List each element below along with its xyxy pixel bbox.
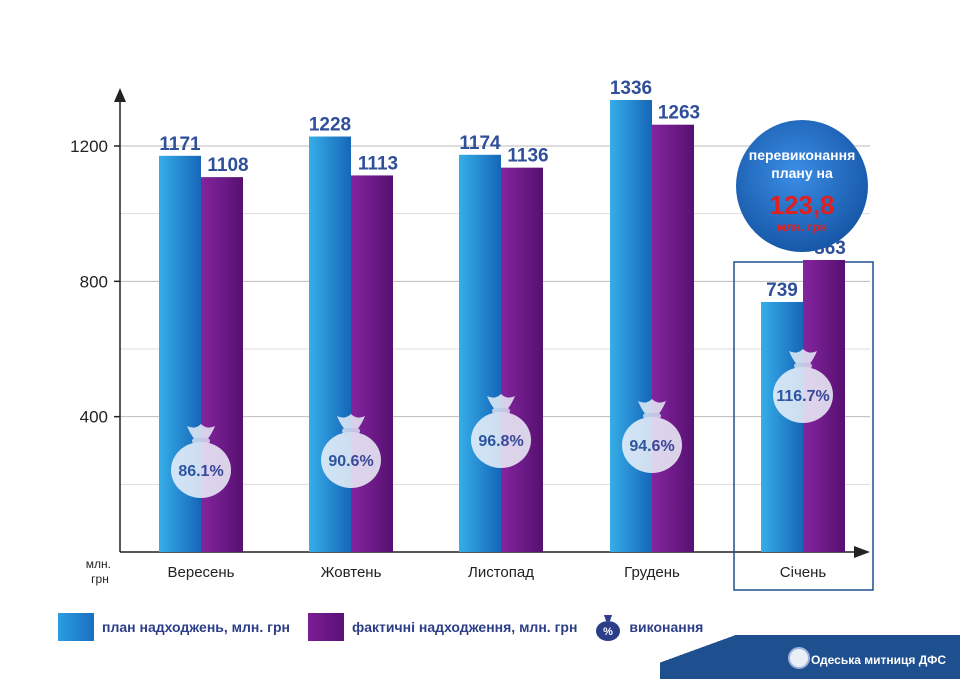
ytick-label-800: 800 bbox=[80, 272, 108, 291]
bag-top bbox=[487, 394, 515, 410]
emblem-icon bbox=[788, 647, 810, 669]
money-bag-icon: 96.8% bbox=[471, 394, 531, 468]
legend-pct-symbol: % bbox=[604, 626, 614, 638]
category-label-0: Вересень bbox=[168, 564, 235, 581]
money-bag-icon: 94.6% bbox=[622, 399, 682, 473]
bag-body bbox=[321, 432, 381, 488]
legend-swatch-fact bbox=[308, 613, 344, 641]
value-label-plan-0: 1171 bbox=[159, 134, 201, 155]
category-label-2: Листопад bbox=[468, 564, 534, 581]
y-unit-label: млн. грн bbox=[86, 557, 115, 586]
y-axis-arrow bbox=[114, 88, 126, 102]
callout-line1: перевиконання bbox=[749, 147, 856, 163]
callout-unit: млн. грн bbox=[777, 220, 827, 234]
bar-plan-2 bbox=[459, 154, 501, 552]
legend: план надходжень, млн. грн фактичні надхо… bbox=[58, 612, 721, 642]
value-label-fact-1: 1113 bbox=[358, 153, 398, 174]
bar-fact-3 bbox=[652, 124, 694, 552]
completion-pct-0: 86.1% bbox=[178, 463, 223, 480]
legend-swatch-plan bbox=[58, 613, 94, 641]
value-label-fact-0: 1108 bbox=[207, 155, 248, 176]
ytick-label-400: 400 bbox=[80, 408, 108, 427]
legend-item-plan: план надходжень, млн. грн bbox=[58, 613, 290, 641]
bag-top bbox=[638, 399, 666, 415]
callout-circle: перевиконання плану на 123,8 млн. грн bbox=[736, 120, 868, 252]
footer-banner: Одеська митниця ДФС bbox=[660, 635, 960, 679]
legend-item-fact: фактичні надходження, млн. грн bbox=[308, 613, 577, 641]
bar-fact-1 bbox=[351, 175, 393, 552]
money-bag-icon: 86.1% bbox=[171, 424, 231, 498]
money-bag-icon: 90.6% bbox=[321, 414, 381, 488]
value-label-plan-3: 1336 bbox=[610, 78, 652, 99]
callout-line2: плану на bbox=[771, 165, 833, 181]
bar-plan-4 bbox=[761, 301, 803, 552]
value-label-fact-3: 1263 bbox=[658, 103, 700, 124]
legend-label-plan: план надходжень, млн. грн bbox=[102, 619, 290, 635]
category-label-4: Січень bbox=[780, 564, 827, 581]
bar-plan-1 bbox=[309, 136, 351, 552]
value-label-fact-2: 1136 bbox=[507, 146, 548, 167]
value-label-plan-2: 1174 bbox=[459, 133, 501, 154]
legend-label-fact: фактичні надходження, млн. грн bbox=[352, 619, 578, 635]
bar-plan-3 bbox=[610, 99, 652, 552]
footer-org: Одеська митниця ДФС bbox=[811, 653, 946, 667]
bag-body bbox=[773, 367, 833, 423]
x-axis-arrow bbox=[854, 546, 870, 558]
completion-pct-2: 96.8% bbox=[478, 433, 523, 450]
value-label-plan-4: 739 bbox=[766, 280, 798, 301]
bag-body bbox=[471, 412, 531, 468]
money-bag-icon: 116.7% bbox=[773, 349, 833, 423]
ytick-label-1200: 1200 bbox=[70, 137, 108, 156]
bag-top bbox=[337, 414, 365, 430]
category-label-3: Грудень bbox=[624, 564, 680, 581]
bag-top bbox=[789, 349, 817, 365]
legend-item-completion: % виконання bbox=[595, 613, 703, 641]
completion-pct-4: 116.7% bbox=[776, 388, 829, 405]
bag-body bbox=[171, 442, 231, 498]
value-label-plan-1: 1228 bbox=[309, 115, 351, 136]
money-bag-icon: % bbox=[595, 613, 621, 641]
callout-value: 123,8 bbox=[769, 190, 834, 220]
bag-body bbox=[622, 417, 682, 473]
legend-label-completion: виконання bbox=[629, 619, 704, 635]
completion-pct-1: 90.6% bbox=[328, 453, 373, 470]
completion-pct-3: 94.6% bbox=[629, 438, 674, 455]
bar-fact-2 bbox=[501, 167, 543, 553]
bag-top bbox=[187, 424, 215, 440]
category-label-1: Жовтень bbox=[321, 564, 382, 581]
